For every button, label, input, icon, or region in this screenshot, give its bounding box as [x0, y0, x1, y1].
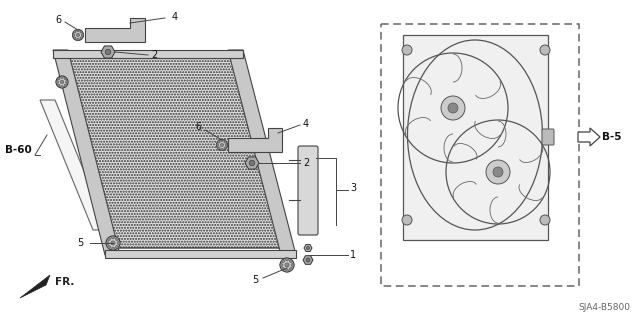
- Polygon shape: [578, 128, 600, 146]
- Circle shape: [224, 141, 227, 143]
- Text: 1: 1: [350, 250, 356, 260]
- Text: B-5: B-5: [602, 132, 621, 142]
- Circle shape: [111, 241, 115, 245]
- Text: B-60: B-60: [5, 145, 32, 155]
- Circle shape: [77, 38, 79, 41]
- Circle shape: [115, 238, 118, 241]
- Circle shape: [111, 247, 115, 250]
- Circle shape: [280, 258, 294, 272]
- Polygon shape: [20, 275, 50, 298]
- Circle shape: [224, 147, 227, 149]
- Polygon shape: [303, 256, 313, 264]
- Circle shape: [282, 267, 285, 271]
- Polygon shape: [53, 50, 120, 255]
- Text: 5: 5: [252, 275, 258, 285]
- Text: FR.: FR.: [55, 277, 74, 287]
- Text: 4: 4: [172, 12, 178, 22]
- Text: 6: 6: [195, 122, 201, 132]
- Circle shape: [225, 144, 228, 146]
- Text: SJA4-B5800: SJA4-B5800: [578, 303, 630, 312]
- Polygon shape: [53, 50, 243, 58]
- Circle shape: [56, 76, 68, 88]
- Polygon shape: [228, 50, 296, 255]
- Circle shape: [218, 141, 220, 143]
- Circle shape: [441, 96, 465, 120]
- Text: 6: 6: [55, 15, 61, 25]
- Circle shape: [307, 246, 310, 249]
- Circle shape: [540, 45, 550, 55]
- FancyBboxPatch shape: [298, 146, 318, 235]
- Polygon shape: [85, 18, 145, 42]
- Circle shape: [289, 259, 292, 263]
- Circle shape: [60, 80, 64, 84]
- Circle shape: [72, 34, 75, 36]
- Circle shape: [402, 45, 412, 55]
- Text: 2: 2: [303, 158, 309, 168]
- Text: 2: 2: [151, 50, 157, 60]
- Circle shape: [282, 259, 285, 263]
- Polygon shape: [101, 46, 115, 58]
- Circle shape: [58, 84, 60, 87]
- Circle shape: [218, 147, 220, 149]
- Circle shape: [56, 81, 58, 83]
- Polygon shape: [40, 100, 108, 230]
- Text: 5: 5: [77, 238, 83, 248]
- Circle shape: [221, 148, 223, 151]
- Circle shape: [216, 139, 227, 151]
- Circle shape: [448, 103, 458, 113]
- Circle shape: [61, 85, 63, 88]
- Circle shape: [402, 215, 412, 225]
- Circle shape: [80, 31, 83, 33]
- Circle shape: [61, 76, 63, 78]
- Circle shape: [486, 160, 510, 184]
- Text: 4: 4: [303, 119, 309, 129]
- Circle shape: [249, 160, 255, 166]
- Circle shape: [74, 37, 76, 39]
- Polygon shape: [304, 245, 312, 251]
- Circle shape: [108, 238, 111, 241]
- Polygon shape: [245, 157, 259, 169]
- Circle shape: [540, 215, 550, 225]
- Circle shape: [81, 34, 84, 36]
- Circle shape: [76, 33, 79, 37]
- Circle shape: [106, 241, 109, 245]
- Circle shape: [106, 236, 120, 250]
- Circle shape: [58, 77, 60, 80]
- Text: 3: 3: [350, 183, 356, 193]
- Bar: [381, 24, 579, 286]
- Circle shape: [105, 49, 111, 55]
- Circle shape: [216, 144, 219, 146]
- Circle shape: [285, 263, 289, 267]
- Circle shape: [285, 269, 289, 272]
- Circle shape: [289, 267, 292, 271]
- Polygon shape: [228, 128, 282, 152]
- Circle shape: [280, 263, 283, 267]
- Circle shape: [117, 241, 120, 245]
- Polygon shape: [403, 35, 548, 240]
- Circle shape: [221, 139, 223, 142]
- Circle shape: [306, 258, 310, 262]
- Circle shape: [115, 245, 118, 249]
- Polygon shape: [57, 55, 290, 248]
- Polygon shape: [105, 250, 296, 258]
- Circle shape: [77, 29, 79, 32]
- Circle shape: [291, 263, 294, 267]
- FancyBboxPatch shape: [542, 129, 554, 145]
- Circle shape: [64, 84, 67, 87]
- Circle shape: [65, 81, 68, 83]
- Circle shape: [72, 29, 83, 41]
- Circle shape: [111, 236, 115, 239]
- Circle shape: [64, 77, 67, 80]
- Circle shape: [74, 31, 76, 33]
- Circle shape: [108, 245, 111, 249]
- Circle shape: [493, 167, 503, 177]
- Circle shape: [285, 258, 289, 261]
- Circle shape: [220, 143, 223, 147]
- Circle shape: [80, 37, 83, 39]
